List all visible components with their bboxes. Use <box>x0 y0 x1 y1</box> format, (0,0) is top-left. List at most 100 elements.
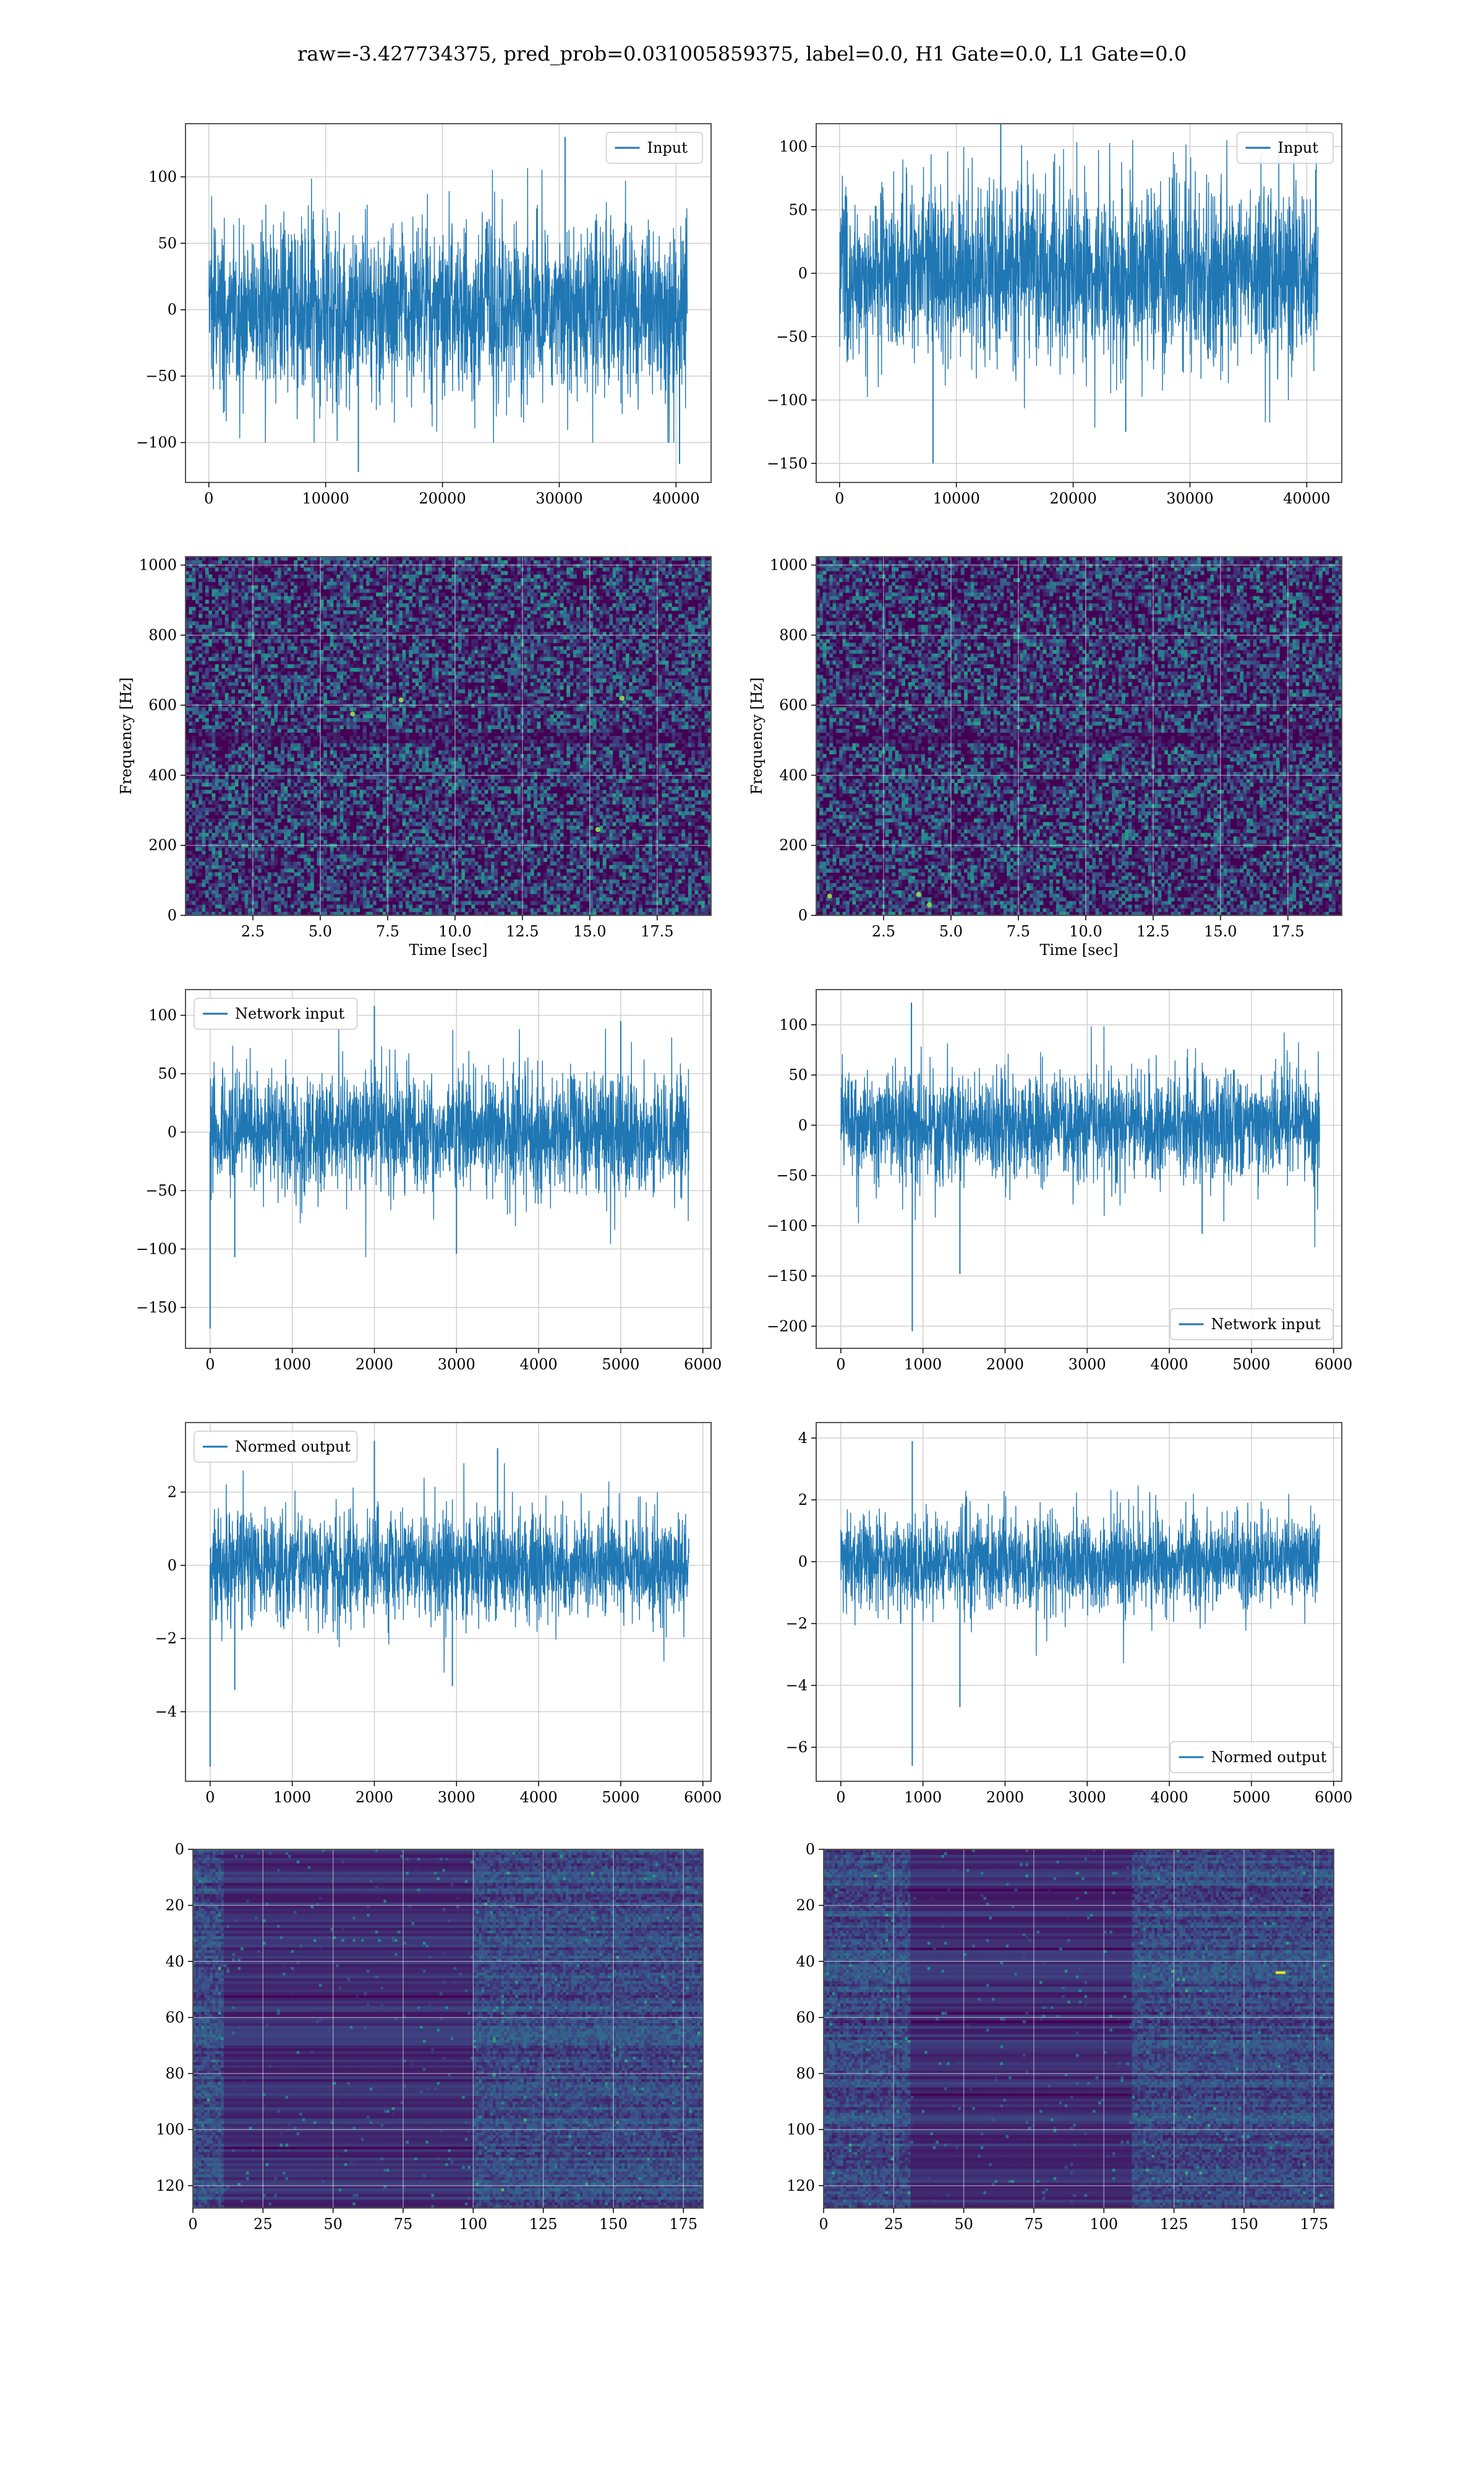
y-tick-label: 40 <box>796 1953 815 1970</box>
x-axis-label: Time [sec] <box>409 941 488 959</box>
legend-label: Input <box>1278 139 1319 156</box>
x-tick-label: 150 <box>1230 2215 1258 2233</box>
x-tick-label: 0 <box>204 490 213 507</box>
bright-spot <box>620 696 625 701</box>
x-tick-label: 20000 <box>419 490 466 507</box>
legend-label: Normed output <box>1211 1748 1327 1766</box>
x-tick-label: 10.0 <box>438 923 471 940</box>
x-tick-label: 100 <box>1090 2215 1118 2233</box>
x-tick-label: 1000 <box>904 1356 942 1373</box>
x-tick-label: 1000 <box>273 1789 311 1806</box>
x-tick-label: 5.0 <box>309 923 332 940</box>
y-tick-label: 100 <box>779 1016 808 1034</box>
y-tick-label: 0 <box>168 1123 177 1141</box>
x-tick-label: 4000 <box>520 1356 558 1373</box>
x-tick-label: 0 <box>836 1356 845 1373</box>
y-tick-label: 0 <box>168 1557 177 1574</box>
y-tick-label: 0 <box>168 301 177 319</box>
x-tick-label: 2.5 <box>872 923 895 940</box>
y-tick-label: 50 <box>158 1065 177 1082</box>
y-tick-label: −2 <box>155 1630 177 1647</box>
x-tick-label: 6000 <box>1315 1356 1352 1373</box>
x-tick-label: 25 <box>884 2215 903 2233</box>
y-tick-label: −4 <box>155 1703 177 1721</box>
y-axis-label: Frequency [Hz] <box>117 677 135 795</box>
x-tick-label: 40000 <box>1283 490 1330 507</box>
y-tick-label: 100 <box>156 2121 184 2138</box>
y-tick-label: −4 <box>786 1677 808 1694</box>
y-tick-label: 400 <box>148 766 177 784</box>
y-tick-label: −150 <box>767 1267 808 1285</box>
x-tick-label: 0 <box>205 1356 215 1373</box>
x-tick-label: 30000 <box>535 490 582 507</box>
y-tick-label: 80 <box>796 2065 815 2082</box>
bright-spot <box>399 698 404 703</box>
x-tick-label: 3000 <box>1068 1789 1106 1806</box>
x-tick-label: 5000 <box>1232 1789 1270 1806</box>
y-tick-label: 400 <box>779 766 808 784</box>
x-tick-label: 0 <box>835 490 844 507</box>
x-tick-label: 17.5 <box>641 923 673 940</box>
y-tick-label: 200 <box>148 837 177 854</box>
x-tick-label: 4000 <box>1151 1789 1188 1806</box>
x-tick-label: 1000 <box>904 1789 942 1806</box>
bright-spot <box>1276 1971 1286 1974</box>
x-tick-label: 100 <box>459 2215 487 2233</box>
x-tick-label: 20000 <box>1049 490 1096 507</box>
y-tick-label: 80 <box>165 2065 184 2082</box>
y-tick-label: −100 <box>136 434 177 452</box>
y-tick-label: 2 <box>168 1483 177 1500</box>
figure-title: raw=-3.427734375, pred_prob=0.0310058593… <box>297 42 1187 66</box>
x-tick-label: 6000 <box>684 1789 722 1806</box>
x-tick-label: 75 <box>394 2215 413 2233</box>
y-tick-label: 0 <box>168 907 177 924</box>
x-tick-label: 3000 <box>438 1789 475 1806</box>
y-tick-label: −50 <box>145 367 177 385</box>
y-tick-label: 50 <box>158 234 177 252</box>
panel-spectrogram-left: 2.5 5.0 7.5 10.0 12.5 15.0 17.5020040060080010… <box>117 557 712 959</box>
y-tick-label: 600 <box>779 696 808 714</box>
x-tick-label: 4000 <box>520 1789 558 1806</box>
x-tick-label: 2.5 <box>241 923 265 940</box>
y-tick-label: 120 <box>156 2177 184 2194</box>
x-tick-label: 2000 <box>356 1356 393 1373</box>
panel-spectrogram-right: 2.5 5.0 7.5 10.0 12.5 15.0 17.5020040060080010… <box>748 557 1342 959</box>
heatmap-cells <box>193 1849 704 2209</box>
x-tick-label: 3000 <box>438 1356 475 1373</box>
x-tick-label: 10.0 <box>1069 923 1102 940</box>
x-tick-label: 40000 <box>652 490 699 507</box>
y-tick-label: 800 <box>148 627 177 644</box>
y-tick-label: 0 <box>798 265 808 282</box>
y-tick-label: 1000 <box>139 557 177 574</box>
x-tick-label: 50 <box>323 2215 343 2233</box>
y-tick-label: 0 <box>806 1841 815 1858</box>
x-tick-label: 1000 <box>273 1356 311 1373</box>
x-tick-label: 17.5 <box>1271 923 1304 940</box>
x-tick-label: 125 <box>1160 2215 1188 2233</box>
x-tick-label: 0 <box>205 1789 215 1806</box>
y-tick-label: 20 <box>796 1897 815 1914</box>
y-tick-label: −100 <box>767 1217 808 1235</box>
legend: Normed output <box>194 1431 357 1462</box>
y-tick-label: 120 <box>787 2177 815 2194</box>
legend: Input <box>1237 132 1334 163</box>
y-tick-label: 100 <box>148 168 177 186</box>
x-tick-label: 5000 <box>602 1356 639 1373</box>
y-tick-label: −50 <box>145 1182 177 1199</box>
y-tick-label: 50 <box>788 1066 808 1084</box>
x-tick-label: 30000 <box>1166 490 1213 507</box>
x-tick-label: 6000 <box>1315 1789 1352 1806</box>
x-tick-label: 12.5 <box>506 923 539 940</box>
y-tick-label: 60 <box>796 2009 815 2026</box>
x-tick-label: 25 <box>254 2215 273 2233</box>
y-tick-label: 60 <box>165 2009 184 2026</box>
legend-label: Normed output <box>235 1438 351 1455</box>
heatmap-cells <box>824 1849 1334 2209</box>
y-tick-label: 600 <box>148 696 177 714</box>
x-tick-label: 175 <box>1300 2215 1328 2233</box>
x-tick-label: 3000 <box>1068 1356 1106 1373</box>
x-tick-label: 5000 <box>602 1789 639 1806</box>
x-tick-label: 6000 <box>684 1356 722 1373</box>
